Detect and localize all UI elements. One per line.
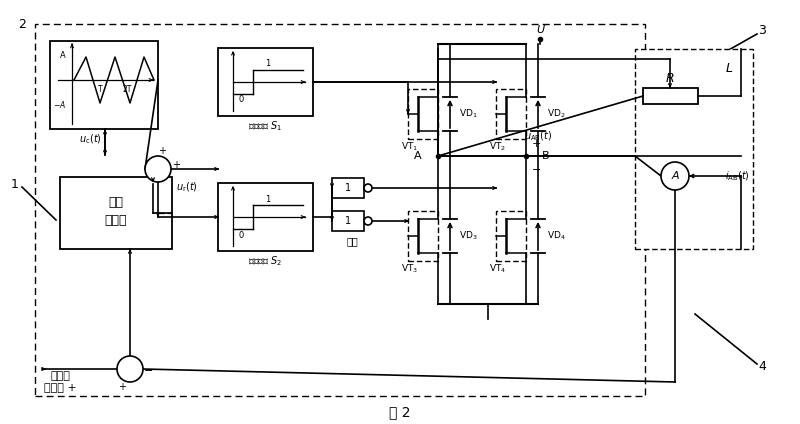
Text: A: A <box>414 151 422 161</box>
Polygon shape <box>478 319 498 332</box>
Bar <box>332 211 364 231</box>
Text: 非门: 非门 <box>346 236 358 246</box>
Text: A: A <box>671 171 679 181</box>
Text: A: A <box>60 50 66 59</box>
Text: $u_{\rm r}(t)$: $u_{\rm r}(t)$ <box>176 180 198 194</box>
Circle shape <box>145 156 171 182</box>
Text: 1: 1 <box>11 178 19 190</box>
Bar <box>218 48 313 116</box>
Text: $\rm VT_1$: $\rm VT_1$ <box>402 141 418 153</box>
Bar <box>408 211 438 261</box>
Text: $-A$: $-A$ <box>54 98 66 109</box>
Text: $\rm VT_4$: $\rm VT_4$ <box>490 263 506 275</box>
Text: $\rm VT_2$: $\rm VT_2$ <box>490 141 506 153</box>
Text: 2: 2 <box>18 17 26 31</box>
Text: L: L <box>726 62 733 75</box>
Text: 控制器: 控制器 <box>105 215 127 228</box>
Text: $u_{\rm AB}(t)$: $u_{\rm AB}(t)$ <box>524 129 552 143</box>
Text: 电流给: 电流给 <box>50 371 70 381</box>
Text: 0: 0 <box>238 231 244 240</box>
Text: $\rm VT_3$: $\rm VT_3$ <box>402 263 418 275</box>
Text: +: + <box>158 146 166 156</box>
Text: 3: 3 <box>758 25 766 37</box>
Bar <box>408 89 438 139</box>
Text: 电流: 电流 <box>109 196 123 209</box>
Text: T: T <box>98 84 102 94</box>
Text: 1: 1 <box>266 59 270 69</box>
Text: $\rm VD_2$: $\rm VD_2$ <box>546 108 566 120</box>
Text: 4: 4 <box>758 360 766 374</box>
Text: 开关函数 $S_1$: 开关函数 $S_1$ <box>248 119 282 133</box>
Text: $i_{\rm AB}(t)$: $i_{\rm AB}(t)$ <box>725 169 750 183</box>
Text: U: U <box>536 25 544 35</box>
Text: $\rm VD_3$: $\rm VD_3$ <box>458 230 478 242</box>
Text: $-$: $-$ <box>143 364 153 374</box>
Bar <box>218 183 313 251</box>
Bar <box>332 178 364 198</box>
Text: 1: 1 <box>345 216 351 226</box>
Text: 1: 1 <box>345 183 351 193</box>
Text: $\rm VD_4$: $\rm VD_4$ <box>546 230 566 242</box>
Text: 开关函数 $S_2$: 开关函数 $S_2$ <box>248 254 282 268</box>
Text: $u_{\rm c}(t)$: $u_{\rm c}(t)$ <box>78 132 102 146</box>
Bar <box>635 49 753 249</box>
Bar <box>35 24 645 396</box>
Text: $\rm VD_1$: $\rm VD_1$ <box>458 108 478 120</box>
Text: $-$: $-$ <box>531 163 541 173</box>
Circle shape <box>661 162 689 190</box>
Text: +: + <box>118 382 126 392</box>
Circle shape <box>117 356 143 382</box>
Bar <box>60 177 172 249</box>
Text: B: B <box>542 151 550 161</box>
Text: 0: 0 <box>238 95 244 104</box>
Bar <box>50 41 158 129</box>
Circle shape <box>364 217 372 225</box>
Bar <box>496 89 526 139</box>
Bar <box>496 211 526 261</box>
Text: 2T: 2T <box>122 84 132 94</box>
Text: R: R <box>666 72 674 84</box>
Circle shape <box>364 184 372 192</box>
Text: +: + <box>172 160 180 170</box>
Bar <box>643 88 698 104</box>
Text: +: + <box>531 139 541 149</box>
Text: 1: 1 <box>266 195 270 204</box>
Text: 定信号 +: 定信号 + <box>44 383 76 393</box>
Text: 图 2: 图 2 <box>390 405 410 419</box>
